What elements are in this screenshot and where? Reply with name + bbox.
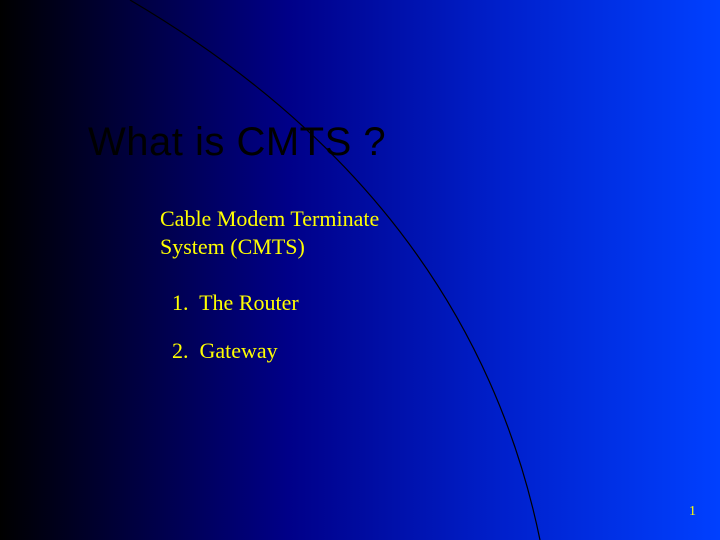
decorative-arc [0, 0, 720, 540]
item-number: 2. [172, 338, 194, 364]
slide-subtitle: Cable Modem Terminate System (CMTS) [160, 205, 379, 260]
item-label: Gateway [200, 338, 278, 363]
item-number: 1. [172, 290, 194, 316]
item-label: The Router [199, 290, 299, 315]
slide: What is CMTS ? Cable Modem Terminate Sys… [0, 0, 720, 540]
subtitle-line-1: Cable Modem Terminate [160, 205, 379, 233]
item-list: 1. The Router 2. Gateway [172, 290, 299, 386]
list-item: 2. Gateway [172, 338, 299, 364]
slide-title: What is CMTS ? [88, 120, 386, 165]
subtitle-line-2: System (CMTS) [160, 233, 379, 261]
list-item: 1. The Router [172, 290, 299, 316]
page-number: 1 [689, 504, 696, 520]
